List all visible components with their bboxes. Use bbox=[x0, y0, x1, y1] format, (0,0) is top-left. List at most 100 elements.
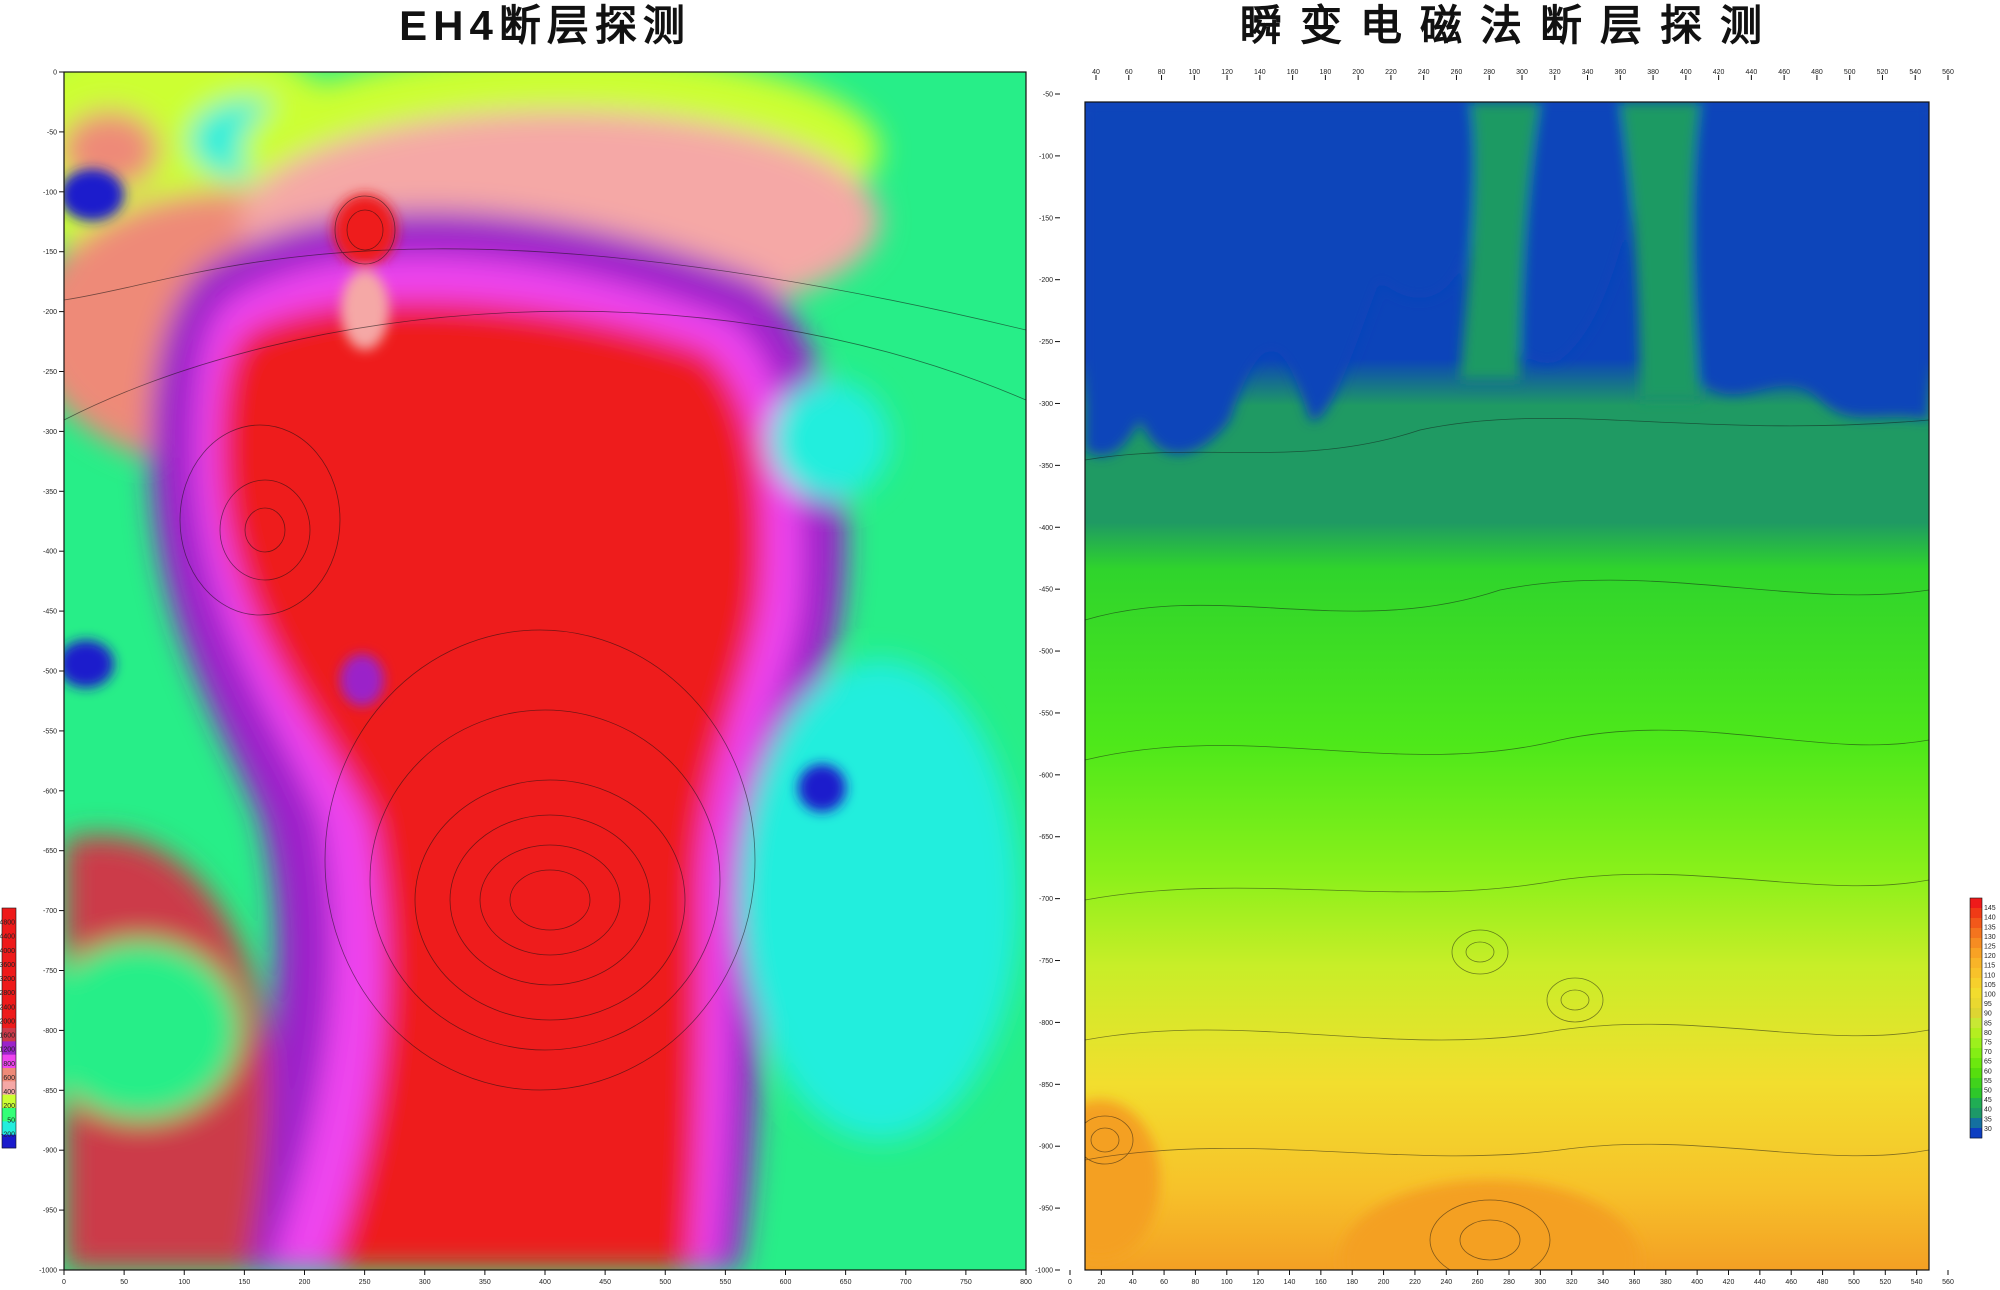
tem-x-tick-label: 560 bbox=[1942, 1279, 1954, 1286]
tem-top-tick-label: 220 bbox=[1385, 69, 1397, 76]
tem-y-tick-label: -600 bbox=[1039, 772, 1053, 779]
eh4-legend-level-label: -200 bbox=[1, 1131, 15, 1138]
eh4-y-tick-label: -700 bbox=[43, 908, 57, 915]
eh4-legend-level-label: 200 bbox=[3, 1103, 15, 1110]
eh4-legend-swatch bbox=[2, 1134, 16, 1149]
eh4-y-tick-label: -450 bbox=[43, 609, 57, 616]
tem-legend-level-label: 135 bbox=[1984, 924, 1996, 931]
eh4-x-tick-label: 750 bbox=[960, 1279, 972, 1286]
eh4-y-tick-label: 0 bbox=[53, 70, 57, 77]
tem-legend-swatch bbox=[1970, 1128, 1982, 1139]
tem-top-tick-label: 420 bbox=[1713, 69, 1725, 76]
tem-legend-swatch bbox=[1970, 948, 1982, 959]
tem-top-tick-label: 520 bbox=[1877, 69, 1889, 76]
tem-legend-swatch bbox=[1970, 1058, 1982, 1069]
eh4-panel: 0 50 100 150 200 250 300 350 400 450 500 550 600 650 7… bbox=[0, 70, 1032, 1287]
tem-top-tick-label: 180 bbox=[1320, 69, 1332, 76]
tem-top-tick-label: 480 bbox=[1811, 69, 1823, 76]
eh4-legend-swatch bbox=[2, 961, 16, 975]
tem-x-tick-label: 460 bbox=[1785, 1279, 1797, 1286]
eh4-legend-level-label: 3600 bbox=[0, 962, 15, 969]
eh4-legend-level-label: 2800 bbox=[0, 990, 15, 997]
tem-legend-level-label: 100 bbox=[1984, 992, 1996, 999]
tem-legend-swatch bbox=[1970, 1048, 1982, 1059]
tem-top-tick-label: 140 bbox=[1254, 69, 1266, 76]
eh4-legend-level-label: 1200 bbox=[0, 1047, 15, 1054]
tem-y-tick-label: -650 bbox=[1039, 834, 1053, 841]
eh4-x-tick-label: 300 bbox=[419, 1279, 431, 1286]
eh4-legend-level-label: 1600 bbox=[0, 1033, 15, 1040]
eh4-legend-level-label: 600 bbox=[3, 1075, 15, 1082]
tem-x-tick-label: 100 bbox=[1221, 1279, 1233, 1286]
tem-legend-level-label: 65 bbox=[1984, 1059, 1992, 1066]
tem-legend-level-label: 60 bbox=[1984, 1068, 1992, 1075]
eh4-legend-level-label: 4800 bbox=[0, 920, 15, 927]
tem-top-tick-label: 200 bbox=[1352, 69, 1364, 76]
tem-legend-swatch bbox=[1970, 968, 1982, 979]
tem-legend-level-label: 145 bbox=[1984, 905, 1996, 912]
tem-legend-level-label: 70 bbox=[1984, 1049, 1992, 1056]
tem-legend-level-label: 75 bbox=[1984, 1040, 1992, 1047]
eh4-x-tick-label: 400 bbox=[539, 1279, 551, 1286]
tem-top-tick-label: 440 bbox=[1746, 69, 1758, 76]
tem-x-tick-label: 160 bbox=[1315, 1279, 1327, 1286]
tem-legend-swatch bbox=[1970, 958, 1982, 969]
tem-y-tick-label: -500 bbox=[1039, 649, 1053, 656]
tem-top-tick-label: 280 bbox=[1483, 69, 1495, 76]
tem-top-tick-label: 120 bbox=[1221, 69, 1233, 76]
eh4-x-tick-label: 150 bbox=[239, 1279, 251, 1286]
tem-x-axis: 0 20 40 60 80 100 120 140 160 180 200 220 240 260 280 3… bbox=[1068, 1270, 1954, 1286]
tem-legend-level-label: 80 bbox=[1984, 1030, 1992, 1037]
eh4-x-tick-label: 800 bbox=[1020, 1279, 1032, 1286]
eh4-plot-area bbox=[64, 72, 1026, 1270]
tem-legend-swatch bbox=[1970, 1088, 1982, 1099]
eh4-legend-level-label: 400 bbox=[3, 1089, 15, 1096]
tem-y-tick-label: -300 bbox=[1039, 401, 1053, 408]
tem-top-tick-label: 80 bbox=[1158, 69, 1166, 76]
tem-legend-swatch bbox=[1970, 1078, 1982, 1089]
tem-legend-swatch bbox=[1970, 988, 1982, 999]
tem-x-tick-label: 260 bbox=[1472, 1279, 1484, 1286]
eh4-legend-swatch bbox=[2, 948, 16, 962]
tem-x-tick-label: 520 bbox=[1879, 1279, 1891, 1286]
eh4-legend-swatch bbox=[2, 988, 16, 1002]
tem-legend-swatch bbox=[1970, 1038, 1982, 1049]
tem-y-tick-label: -800 bbox=[1039, 1020, 1053, 1027]
tem-y-tick-label: -1000 bbox=[1035, 1268, 1053, 1275]
tem-top-tick-label: 340 bbox=[1582, 69, 1594, 76]
tem-contours bbox=[1085, 417, 1929, 1270]
eh4-x-tick-label: 600 bbox=[780, 1279, 792, 1286]
eh4-legend-swatch bbox=[2, 934, 16, 949]
eh4-anomalies bbox=[64, 169, 846, 812]
tem-legend-level-label: 140 bbox=[1984, 915, 1996, 922]
tem-x-tick-label: 440 bbox=[1754, 1279, 1766, 1286]
tem-y-tick-label: -850 bbox=[1039, 1082, 1053, 1089]
eh4-legend-swatch bbox=[2, 1028, 16, 1042]
tem-field bbox=[1085, 102, 1929, 1270]
eh4-legend-swatch bbox=[2, 1041, 16, 1055]
eh4-contours bbox=[64, 195, 1026, 1091]
tem-y-tick-label: -950 bbox=[1039, 1206, 1053, 1213]
eh4-legend-swatch bbox=[2, 974, 16, 989]
eh4-colorbar: 4800 4400 4000 3600 3200 2800 2400 2000 1600 1200… bbox=[0, 907, 17, 1149]
eh4-y-tick-label: -500 bbox=[43, 669, 57, 676]
tem-x-tick-label: 140 bbox=[1284, 1279, 1296, 1286]
tem-y-tick-label: -400 bbox=[1039, 525, 1053, 532]
eh4-x-tick-label: 700 bbox=[900, 1279, 912, 1286]
eh4-legend-level-label: 50 bbox=[7, 1117, 15, 1124]
eh4-y-tick-label: -400 bbox=[43, 549, 57, 556]
tem-legend-level-label: 105 bbox=[1984, 982, 1996, 989]
tem-legend-level-label: 130 bbox=[1984, 934, 1996, 941]
tem-legend-level-label: 115 bbox=[1984, 963, 1995, 970]
tem-plot-area bbox=[1085, 102, 1929, 1270]
tem-top-tick-label: 500 bbox=[1844, 69, 1856, 76]
eh4-y-tick-label: -800 bbox=[43, 1028, 57, 1035]
tem-legend-level-label: 95 bbox=[1984, 1001, 1992, 1008]
tem-y-tick-label: -450 bbox=[1039, 587, 1053, 594]
tem-x-tick-label: 360 bbox=[1629, 1279, 1641, 1286]
eh4-y-tick-label: -750 bbox=[43, 968, 57, 975]
tem-x-tick-label: 20 bbox=[1097, 1279, 1105, 1286]
tem-x-tick-label: 480 bbox=[1817, 1279, 1829, 1286]
eh4-y-tick-label: -850 bbox=[43, 1088, 57, 1095]
tem-y-tick-label: -100 bbox=[1039, 153, 1053, 160]
